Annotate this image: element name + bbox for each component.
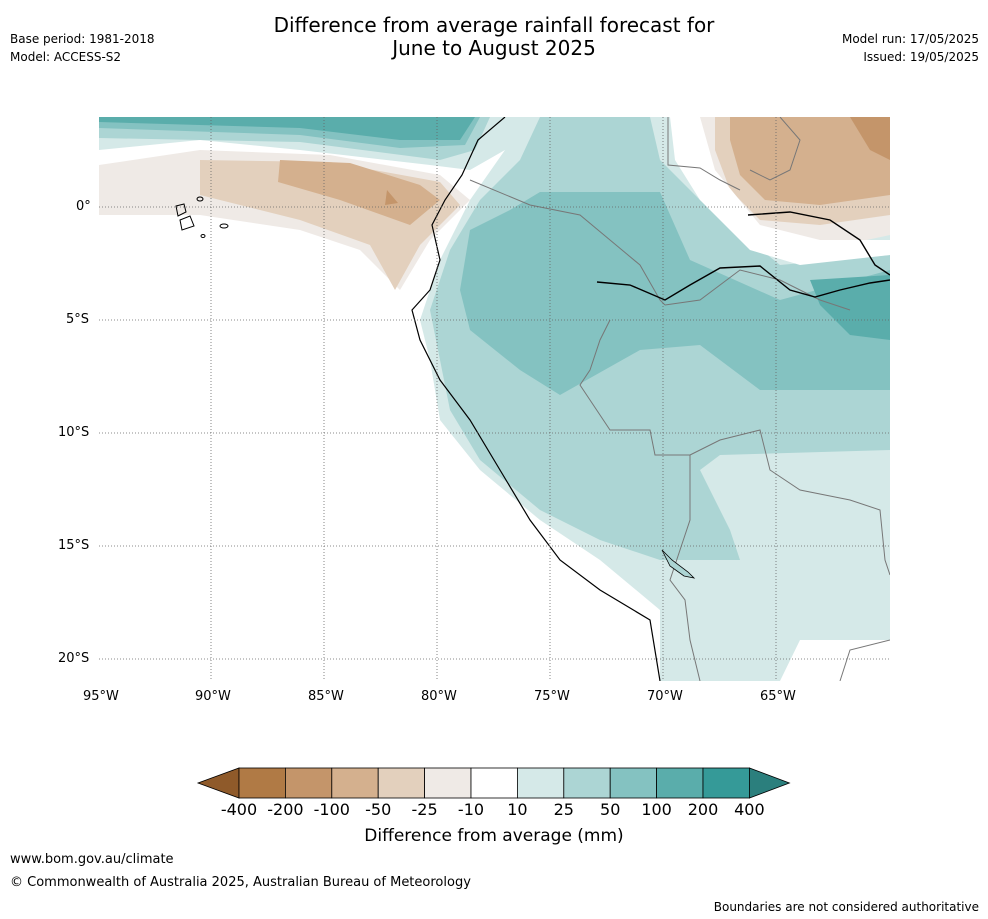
amazon-river bbox=[596, 265, 890, 301]
lat-label-20s: 20°S bbox=[58, 651, 90, 666]
colorbar-tick-label: -25 bbox=[411, 800, 438, 819]
coastline bbox=[411, 117, 661, 681]
lake-titicaca bbox=[661, 549, 696, 579]
colorbar-bin bbox=[331, 767, 379, 799]
graticule bbox=[99, 117, 890, 681]
colorbar-tick-label: -50 bbox=[365, 800, 392, 819]
colorbar-tick-label: -200 bbox=[267, 800, 304, 819]
colorbar-tick-label: -400 bbox=[220, 800, 258, 819]
colorbar-bin bbox=[656, 767, 704, 799]
chart-title: Difference from average rainfall forecas… bbox=[0, 14, 988, 60]
copyright-text: © Commonwealth of Australia 2025, Austra… bbox=[10, 875, 471, 890]
lon-label-95w: 95°W bbox=[83, 689, 119, 704]
model-run-text: Model run: 17/05/2025 bbox=[841, 32, 979, 46]
colorbar-tick-label: 50 bbox=[600, 800, 621, 819]
base-period-text: Base period: 1981-2018 bbox=[10, 32, 155, 46]
lon-label-65w: 65°W bbox=[760, 689, 796, 704]
colorbar-tick-label: -100 bbox=[313, 800, 350, 819]
colorbar-bin bbox=[424, 767, 472, 799]
colorbar-tick-label: 400 bbox=[734, 800, 765, 819]
colorbar-arrow-high bbox=[749, 767, 791, 799]
lat-label-5s: 5°S bbox=[66, 312, 90, 327]
model-name-text: Model: ACCESS-S2 bbox=[10, 50, 122, 64]
bom-url: www.bom.gov.au/climate bbox=[10, 852, 174, 867]
lat-label-10s: 10°S bbox=[58, 425, 90, 440]
lon-label-80w: 80°W bbox=[421, 689, 457, 704]
title-line-2: June to August 2025 bbox=[392, 36, 596, 60]
issued-date-text: Issued: 19/05/2025 bbox=[863, 50, 979, 64]
title-line-1: Difference from average rainfall forecas… bbox=[273, 13, 715, 37]
colorbar-arrow-low bbox=[196, 767, 240, 799]
colorbar-bin bbox=[702, 767, 750, 799]
colorbar-bin bbox=[470, 767, 518, 799]
colorbar-bin bbox=[563, 767, 611, 799]
country-borders bbox=[469, 117, 890, 681]
lon-label-85w: 85°W bbox=[308, 689, 344, 704]
lon-label-70w: 70°W bbox=[647, 689, 683, 704]
colorbar-bin bbox=[238, 767, 286, 799]
colorbar-title: Difference from average (mm) bbox=[364, 826, 624, 846]
colorbar-bin bbox=[516, 767, 565, 799]
galapagos-islands bbox=[175, 196, 229, 238]
map-field bbox=[99, 117, 890, 681]
colorbar-tick-label: 100 bbox=[641, 800, 672, 819]
lat-label-15s: 15°S bbox=[58, 538, 90, 553]
colorbar-bin bbox=[609, 767, 658, 799]
amazon-mouth bbox=[747, 211, 890, 276]
colorbar-tick-label: 200 bbox=[687, 800, 719, 819]
colorbar-tick-label: -10 bbox=[457, 800, 485, 819]
lon-label-90w: 90°W bbox=[195, 689, 231, 704]
lat-label-0: 0° bbox=[76, 199, 91, 214]
colorbar-bin bbox=[285, 767, 333, 799]
colorbar-bin bbox=[377, 767, 425, 799]
colorbar-tick-label: 10 bbox=[507, 800, 528, 819]
disclaimer-text: Boundaries are not considered authoritat… bbox=[713, 900, 979, 914]
colorbar-tick-label: 25 bbox=[553, 800, 574, 819]
lon-label-75w: 75°W bbox=[534, 689, 570, 704]
colorbar bbox=[196, 767, 791, 799]
